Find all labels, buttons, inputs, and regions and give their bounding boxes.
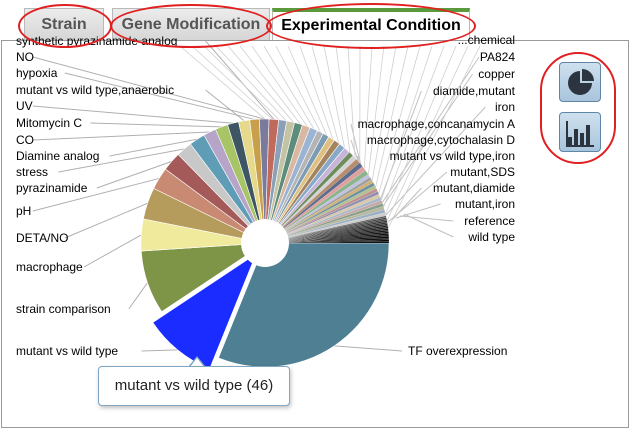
leader-line	[287, 45, 328, 136]
slice-label: mutant vs wild type,anaerobic	[16, 83, 174, 97]
leader-line	[205, 89, 245, 122]
leader-line	[32, 131, 210, 141]
leader-line	[263, 45, 315, 130]
leader-line	[64, 202, 148, 239]
leader-line	[367, 45, 385, 175]
leader-line	[227, 45, 294, 123]
pie-center-hole	[241, 219, 289, 267]
leader-line	[203, 45, 280, 121]
leader-line	[90, 122, 222, 128]
tooltip-arrow-fill	[190, 358, 204, 367]
leader-line	[391, 187, 422, 221]
bar-chart-button[interactable]	[559, 112, 601, 152]
leader-line	[378, 45, 421, 194]
leader-line	[375, 45, 409, 188]
pie-chart-icon	[568, 69, 594, 95]
slice-label: pyrazinamide	[16, 181, 88, 195]
leader-line	[371, 45, 397, 181]
leader-line	[83, 234, 142, 268]
leader-line	[128, 282, 148, 310]
tab-gene-modification[interactable]: Gene Modification	[112, 8, 270, 40]
slice-label: strain comparison	[16, 302, 111, 316]
leader-line	[363, 45, 373, 169]
pie-slice[interactable]	[264, 241, 390, 244]
slice-label: mutant,SDS	[450, 165, 515, 179]
leader-line	[371, 106, 486, 231]
leader-line	[239, 45, 301, 125]
slice-label: PA824	[480, 50, 515, 64]
slice-label: mutant,iron	[455, 197, 515, 211]
slice-label: synthetic pyrazinamide analog	[16, 34, 177, 48]
leader-line	[347, 45, 356, 158]
leader-line	[311, 45, 340, 144]
leader-line	[141, 349, 178, 352]
leader-line	[32, 105, 234, 124]
leader-line	[191, 45, 273, 120]
slice-label: mutant,diamide	[433, 181, 515, 195]
slice-label: copper	[478, 67, 515, 81]
slice-label: NO	[16, 50, 34, 64]
slice-label: ...chemical	[458, 33, 515, 47]
slice-label: DETA/NO	[16, 231, 68, 245]
leader-line	[32, 177, 160, 212]
leader-line	[275, 45, 321, 133]
slice-tooltip: mutant vs wild type (46)	[98, 366, 290, 406]
leader-line	[403, 213, 454, 238]
slice-label: mutant vs wild type,iron	[390, 149, 515, 163]
leader-line	[335, 45, 351, 153]
leader-line	[179, 45, 266, 120]
leader-line	[58, 148, 185, 173]
leader-line	[109, 138, 198, 157]
slice-label: macrophage	[16, 260, 83, 274]
leader-line	[205, 40, 275, 120]
leader-line	[323, 45, 345, 148]
slice-label: reference	[464, 214, 515, 228]
leader-line	[299, 45, 334, 140]
slice-label: TF overexpression	[408, 344, 507, 358]
leader-line	[386, 45, 469, 222]
slice-label: UV	[16, 99, 33, 113]
slice-label: macrophage,cytochalasin D	[367, 133, 515, 147]
slice-label: wild type	[467, 230, 515, 244]
leader-line	[334, 345, 403, 352]
leader-line	[64, 72, 255, 120]
slice-label: CO	[16, 133, 34, 147]
leader-line	[399, 215, 454, 222]
tab-experimental-condition[interactable]: Experimental Condition	[272, 8, 470, 41]
leader-line	[215, 45, 287, 122]
leader-line	[32, 56, 265, 120]
tab-strain[interactable]: Strain	[24, 8, 104, 40]
leader-line	[387, 45, 481, 229]
slice-label: macrophage,concanamycin A	[358, 117, 515, 131]
slice-label: mutant vs wild type	[16, 344, 118, 358]
slice-label: hypoxia	[16, 66, 58, 80]
leader-line	[380, 45, 433, 201]
slice-label: Diamine analog	[16, 149, 99, 163]
slice-label: Mitomycin C	[16, 116, 82, 130]
leader-line	[383, 45, 445, 208]
leader-line	[96, 161, 172, 189]
slice-label: pH	[16, 204, 31, 218]
slice-label: diamide,mutant	[433, 84, 516, 98]
bar-chart-icon	[566, 121, 594, 147]
pie-slice[interactable]	[218, 242, 390, 368]
pie-chart-button[interactable]	[559, 62, 601, 102]
leader-line	[251, 45, 308, 127]
slice-label: stress	[16, 165, 48, 179]
slice-label: iron	[495, 100, 515, 114]
leader-line	[385, 45, 457, 215]
leader-line	[395, 203, 441, 219]
